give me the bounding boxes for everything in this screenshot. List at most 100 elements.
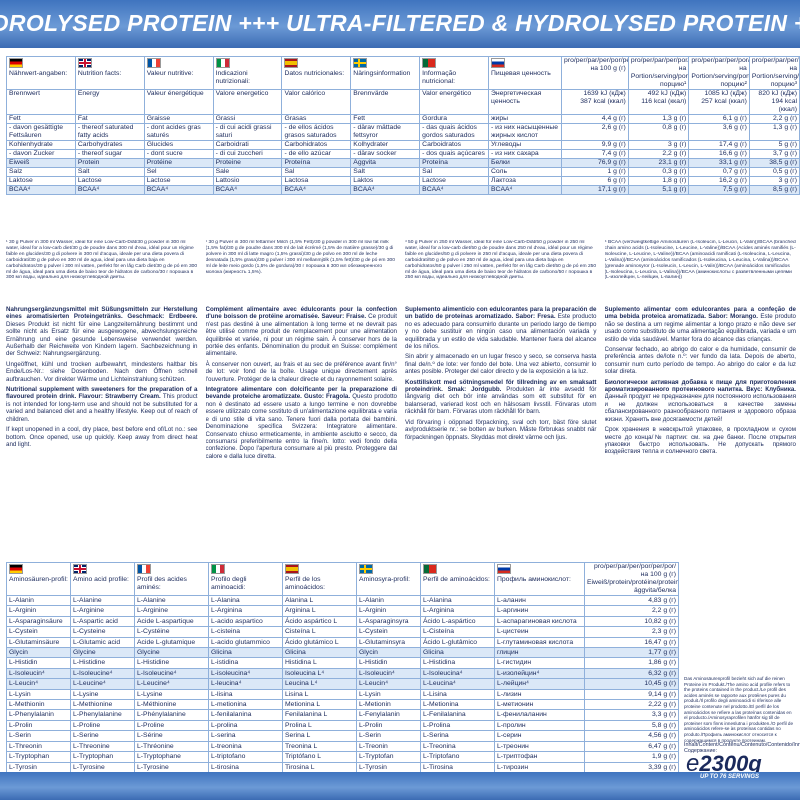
cell-text: - dont sucre	[146, 150, 183, 158]
cell-text: Lactose	[77, 177, 102, 185]
table-row: L-Lysin L-Lysine L-Lysine L-lisina Lisina L L…	[6, 688, 679, 701]
table-row: L-Tyrosin L-Tyrosine L-Tyrosine L-tirosina T…	[6, 761, 679, 773]
cell-text: Sale	[215, 168, 230, 176]
value-cell: 6,32 g (г)	[584, 667, 679, 680]
description-column: Complément alimentaire avec édulcorants …	[206, 306, 398, 556]
description-column: Suplemento alimenticio con edulcorantes …	[405, 306, 597, 556]
cell-text: 6 g (г)	[607, 177, 626, 185]
label-cell: - thereof sugar	[74, 149, 145, 159]
column-header: pro/per/par/per/por/per/por/на 100 g (г)	[561, 56, 629, 90]
cell-text: Белки	[491, 159, 510, 167]
label-cell: Arginina L	[282, 605, 357, 617]
header-text: Aminosyra-profil:	[359, 576, 410, 583]
cell-text: 2,6 g (г)	[601, 124, 626, 132]
label-cell: L-Threonin	[6, 740, 71, 753]
table-row: L-Phenylalanin L-Phenylalanine L-Phénylala…	[6, 709, 679, 721]
value-line: 194 kcal (ккал)	[771, 98, 797, 113]
cell-text: L-Treonin	[359, 742, 388, 750]
cell-text: L-Leucina⁴	[423, 680, 456, 688]
description-column: Suplemento alimentar com edulcorantes pa…	[605, 306, 797, 556]
cell-text: L-Phénylalanine	[137, 711, 186, 719]
cell-text: - därav socker	[353, 150, 397, 158]
cell-text: Kolhydrater	[353, 141, 389, 149]
value-cell: 5,1 g (г)	[627, 185, 690, 195]
label-cell: L-Lysin	[356, 688, 421, 701]
cell-text: 16,6 g (г)	[719, 150, 747, 158]
table-row: Brennwert Energy Valeur énergétique Valore …	[6, 89, 800, 115]
table-row: Fett Fat Graisse Grassi Grasas Fett Gordura жир…	[6, 114, 800, 124]
description-lead: Complément alimentaire avec édulcorants …	[205, 306, 398, 321]
cell-text: Laktos	[353, 177, 374, 185]
cell-text: 3,39 g (г)	[648, 763, 676, 771]
cell-text: L-Prolina	[423, 721, 451, 729]
cell-text: L-Arginin	[359, 607, 387, 615]
cell-text: L-Leucin⁴	[359, 680, 388, 688]
cell-text: L-Alanina	[211, 597, 240, 604]
value-cell: 6,1 g (г)	[688, 114, 750, 124]
label-cell: L-Metionina	[420, 699, 495, 711]
label-cell: L-Cysteine	[70, 626, 135, 638]
label-cell: Glycine	[70, 647, 135, 659]
cell-text: L-аргинин	[497, 607, 529, 615]
label-cell: L-isoleucina⁴	[208, 667, 283, 680]
column-header: pro/per/par/per/por/per/por/на Portion/s…	[748, 56, 800, 90]
label-cell: L-Glutaminsäure	[6, 636, 71, 649]
description-paragraph: Complément alimentaire avec édulcorants …	[206, 306, 398, 358]
label-cell: L-Histidine	[134, 657, 209, 669]
cell-text: L-триптофан	[497, 753, 538, 761]
label-cell: L-Leucine⁴	[134, 678, 209, 690]
label-cell: L-Cisteína	[420, 626, 495, 638]
cell-text: L-istidina	[211, 659, 239, 667]
cell-text: L-Alanin	[359, 597, 384, 604]
cell-text: L-аспарагиновая кислота	[497, 617, 577, 625]
label-cell: Белки	[488, 158, 563, 168]
cell-text: 6,32 g (г)	[648, 669, 676, 677]
value-cell: 1,8 g (г)	[627, 176, 690, 186]
cell-text: Valore energetico	[215, 90, 269, 98]
cell-text: Treonina L	[285, 742, 318, 750]
label-cell: Protéine	[143, 158, 214, 168]
banner-text: DROLYSED PROTEIN +++ ULTRA-FILTERED & HY…	[0, 10, 800, 36]
cell-text: Lattosio	[215, 177, 240, 185]
cell-text: Grassi	[215, 115, 236, 123]
cell-text: Sel	[146, 168, 157, 176]
cell-text: L-Treonina	[423, 742, 456, 750]
cell-text: L-Isoleucina⁴	[423, 669, 463, 677]
value-line: 257 kcal (ккал)	[701, 98, 747, 105]
cell-text: L-Alanin	[9, 597, 34, 604]
cell-text: BCAA⁴	[353, 186, 375, 194]
cell-text: L-Sérine	[137, 732, 163, 740]
flag-icon	[497, 564, 511, 574]
cell-text: Arginina L	[285, 607, 316, 615]
label-cell: L-triptofano	[208, 751, 283, 763]
cell-text: Fett	[353, 115, 366, 123]
header-row: Nährwert-angaben: Nutrition facts: Valeur …	[6, 56, 800, 90]
cell-text: Histidina L	[285, 659, 317, 667]
cell-text: Glycin	[9, 649, 28, 657]
value-cell: 5,8 g (г)	[584, 719, 679, 732]
cell-text: Sal	[422, 168, 432, 176]
cell-text: BCAA⁴	[146, 186, 169, 194]
label-cell: L-лизин	[494, 688, 585, 701]
label-cell: L-Serina	[420, 730, 495, 742]
cell-text: L-Serine	[73, 732, 99, 740]
table-row: L-Isoleucin⁴ L-Isoleucine⁴ L-Isoleucine⁴ L-…	[6, 667, 679, 680]
value-cell: 3,6 g (г)	[688, 123, 750, 141]
label-cell: Proteína	[281, 158, 352, 168]
storage-note: If kept unopened in a cool, dry place, b…	[6, 426, 198, 448]
label-cell: - därav mättade fettsyror	[350, 123, 421, 141]
label-cell: Glucides	[143, 140, 214, 150]
label-cell: Углеводы	[488, 140, 563, 150]
cell-text: Lisina L	[285, 690, 309, 698]
table-row: L-Alanin L-Alanine L-Alanine L-Alanina Alani…	[6, 594, 679, 607]
label-cell: L-acido aspartico	[208, 615, 283, 628]
cell-text: - di cui acidi grassi saturi	[215, 124, 272, 140]
label-cell: L-изолейцин⁴	[494, 667, 585, 680]
cell-text: 10,45 g (г)	[644, 680, 676, 688]
label-cell: L-Alanin	[6, 594, 71, 607]
label-cell: Glicina	[282, 647, 357, 659]
top-banner: DROLYSED PROTEIN +++ ULTRA-FILTERED & HY…	[0, 0, 800, 48]
table-row: L-Cystein L-Cysteine L-Cystéine L-cisteina C…	[6, 626, 679, 638]
cell-text: L-acido glutammico	[211, 638, 270, 646]
cell-text: 8,5 g (г)	[772, 186, 797, 194]
